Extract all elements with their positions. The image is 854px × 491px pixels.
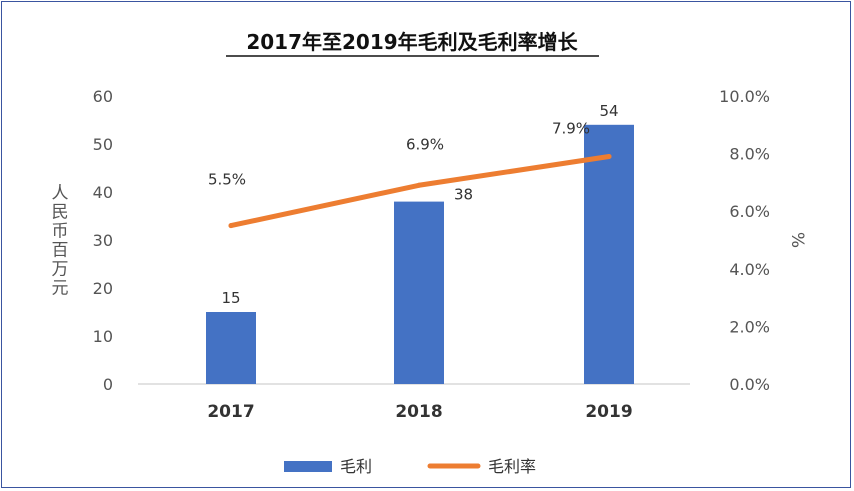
y2-axis-title: % [787,232,807,248]
bar-data-label: 15 [221,289,240,307]
legend-bar-swatch [284,461,332,472]
y2-tick-label: 10.0% [719,87,770,106]
line-point [228,223,234,229]
bar [206,312,256,384]
y-axis-title-char: 万 [52,260,69,280]
legend: 毛利 毛利率 [284,457,536,476]
x-tick-label: 2019 [585,402,632,422]
y-axis-title-char: 币 [52,222,69,242]
bar [584,124,634,385]
y-tick-label: 50 [93,135,113,154]
y2-tick-label: 2.0% [729,317,770,336]
y-axis-title-char: 人 [52,184,69,204]
y2-tick-label: 8.0% [729,145,770,164]
bar-series: 15 38 54 [206,102,634,385]
y-axis-title-char: 百 [52,241,69,261]
y-axis-title-char: 民 [52,203,69,223]
chart-title: 2017年至2019年毛利及毛利率增长 [246,30,578,54]
y-axis-title-char: 元 [52,279,69,299]
legend-bar-label: 毛利 [340,457,372,476]
y-tick-label: 40 [93,183,113,202]
category-labels: 2017 2018 2019 [207,402,632,422]
line-data-label: 7.9% [552,119,590,137]
line-series: 5.5% 6.9% 7.9% [208,119,612,229]
line-data-label: 5.5% [208,171,246,189]
left-axis-ticks: 0 10 20 30 40 50 60 [93,87,113,394]
y2-tick-label: 6.0% [729,202,770,221]
bar [394,201,444,384]
line-point [416,182,422,188]
y-tick-label: 30 [93,231,113,250]
bar-data-label: 54 [599,102,618,120]
legend-line-label: 毛利率 [488,457,536,476]
bar-data-label: 38 [454,186,473,204]
line-point [606,153,612,159]
y-tick-label: 20 [93,279,113,298]
y2-tick-label: 0.0% [729,375,770,394]
y-tick-label: 0 [103,375,113,394]
x-tick-label: 2017 [207,402,254,422]
x-tick-label: 2018 [395,402,442,422]
y-tick-label: 10 [93,327,113,346]
right-axis-ticks: 0.0% 2.0% 4.0% 6.0% 8.0% 10.0% [719,87,770,394]
y2-tick-label: 4.0% [729,260,770,279]
line-data-label: 6.9% [406,135,444,153]
y-tick-label: 60 [93,87,113,106]
